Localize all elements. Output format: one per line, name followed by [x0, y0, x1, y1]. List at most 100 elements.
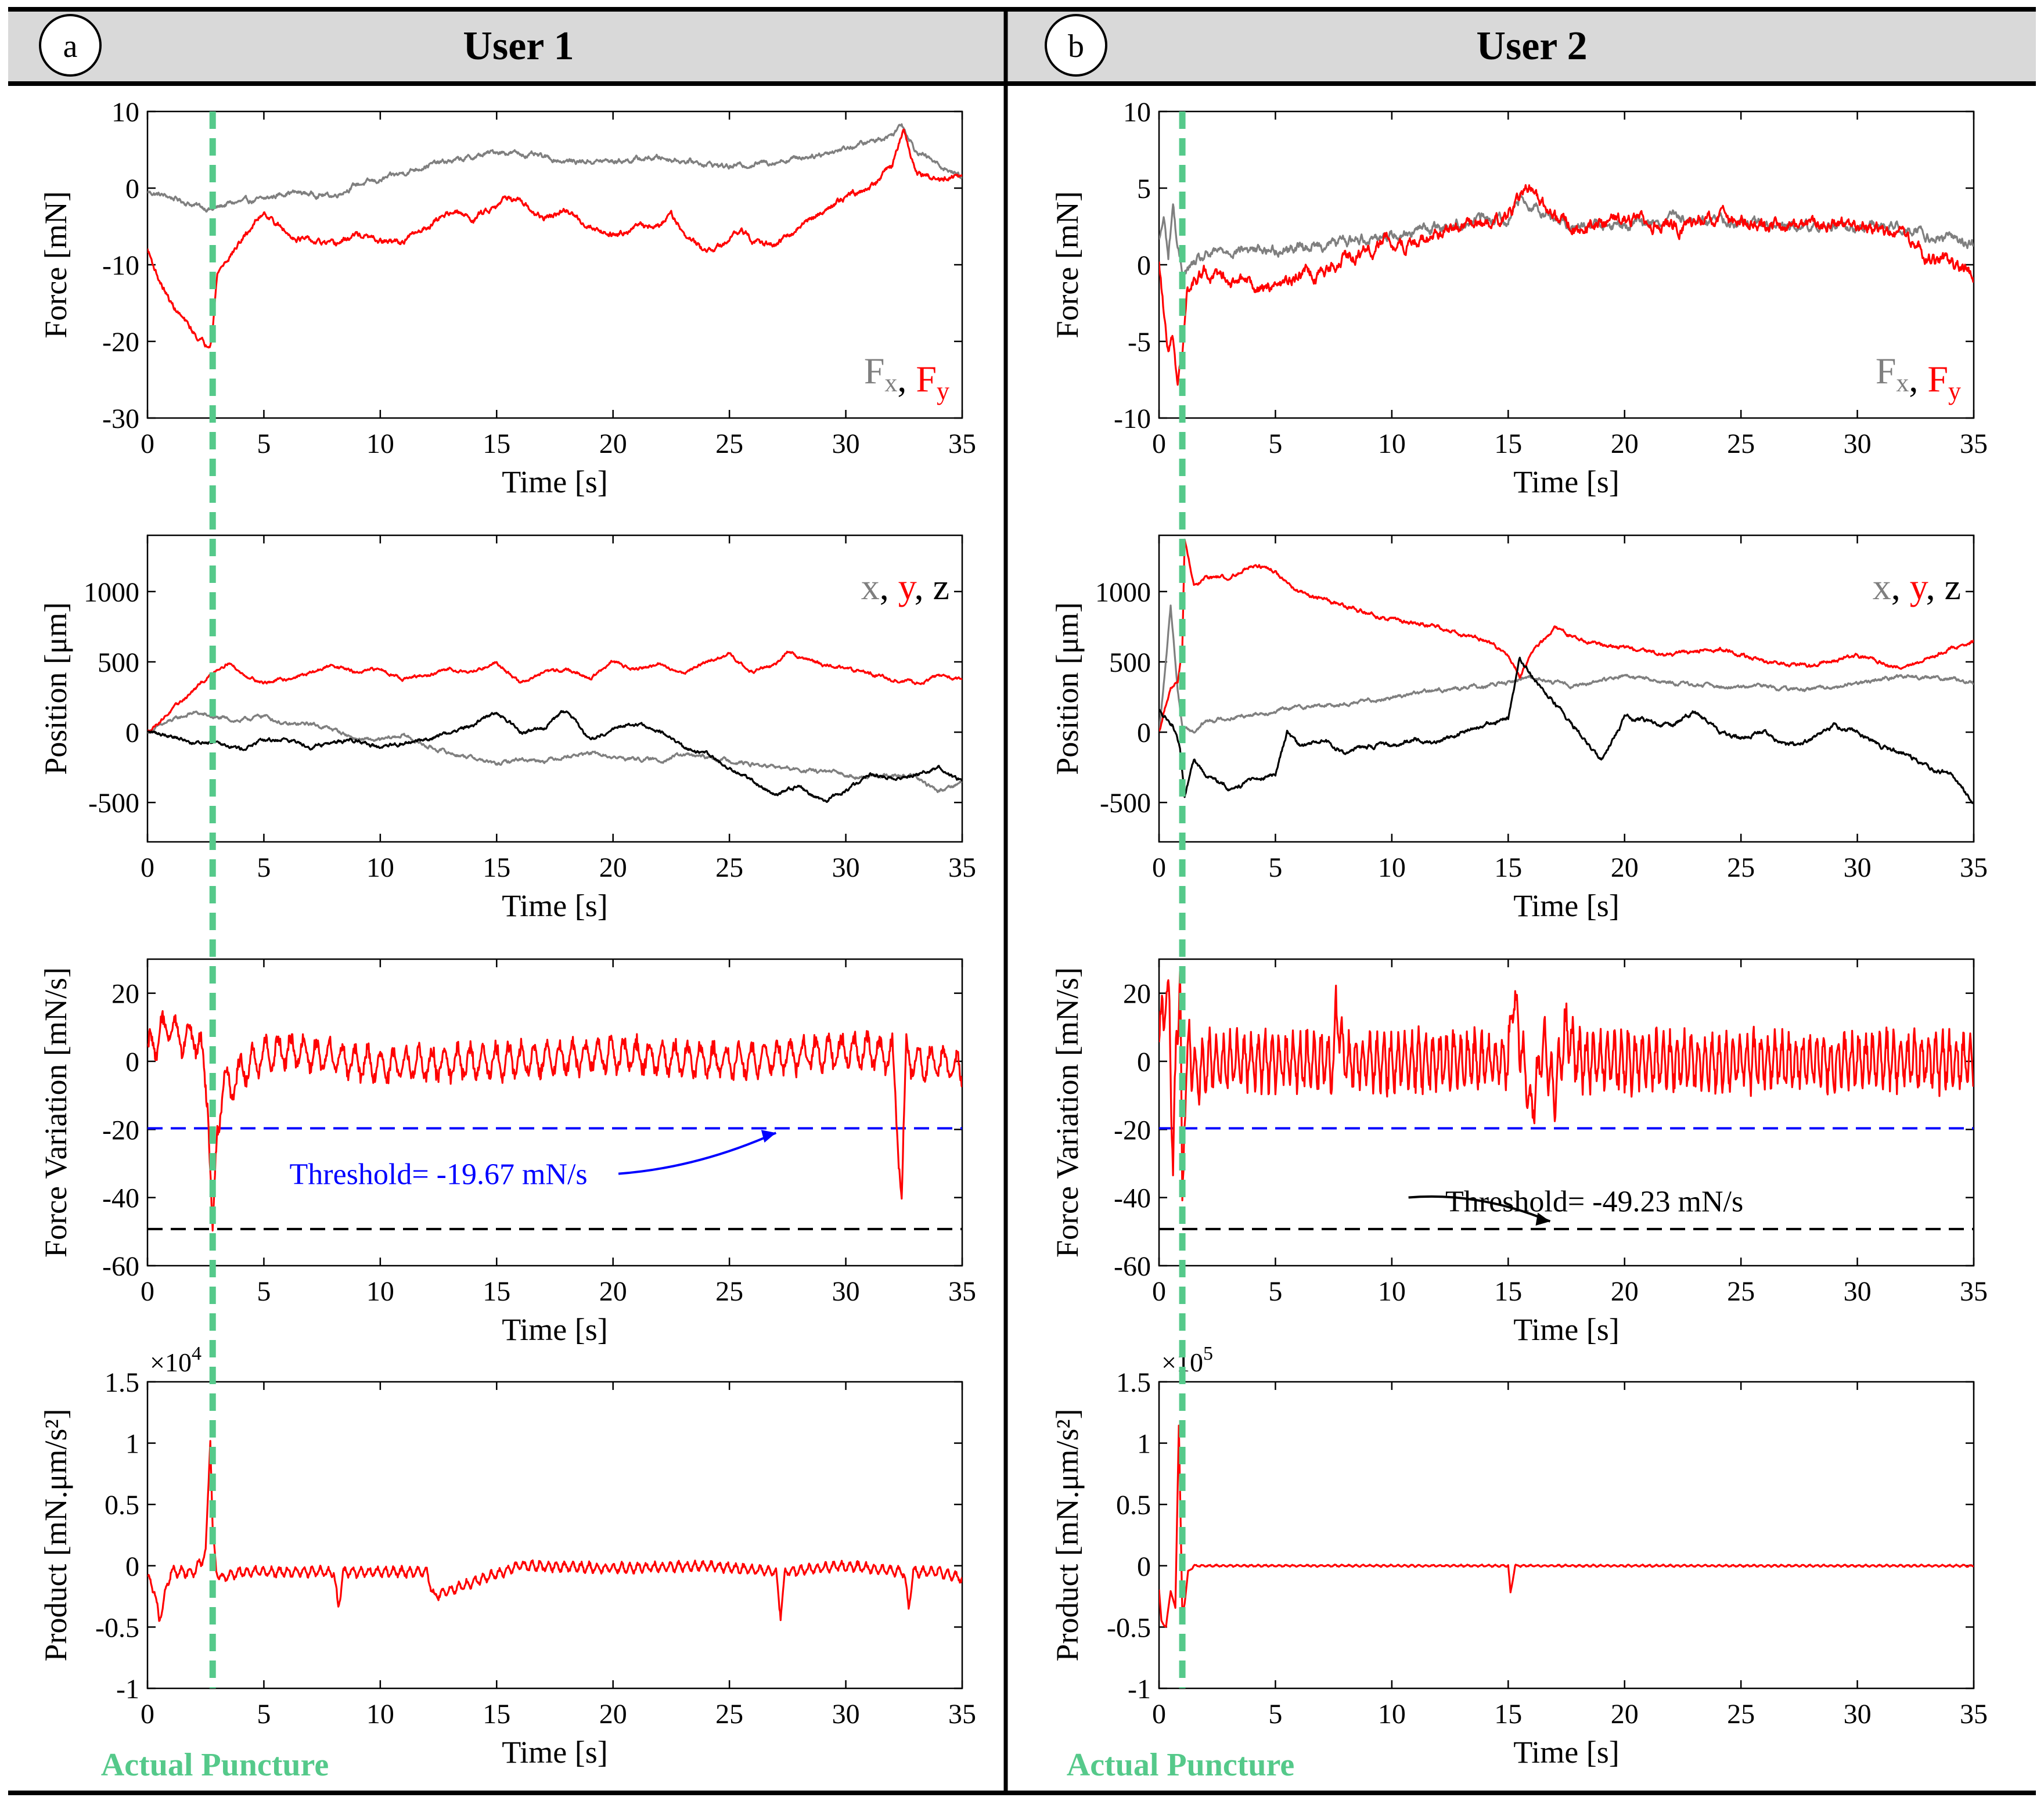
u2-force-ytick-label: -10: [1114, 404, 1151, 434]
u1-force-xtick-label: 20: [599, 428, 627, 459]
u2-pos-xtick-label: 5: [1268, 852, 1282, 883]
u2-prod-ytick-label: 0: [1137, 1551, 1151, 1582]
u2-prod-ylabel: Product [mN.μm/s²]: [1050, 1409, 1085, 1661]
u2-prod-xtick-label: 20: [1611, 1699, 1639, 1730]
u2-prod-ytick-label: 1: [1137, 1429, 1151, 1460]
u2-prod-xtick-label: 10: [1378, 1699, 1406, 1730]
u1-pos-ytick-label: -500: [88, 788, 139, 819]
u2-force-series-Fy: [1159, 184, 1974, 386]
u1-prod-xtick-label: 10: [366, 1699, 394, 1730]
u1-prod-axes-box: [146, 1381, 963, 1690]
u1-fv-ytick-label: -20: [102, 1115, 139, 1146]
u1-prod-xtick-label: 5: [257, 1699, 271, 1730]
u1-fv-ylabel: Force Variation [mN/s]: [38, 967, 73, 1258]
u1-fv-xtick-label: 35: [948, 1276, 976, 1307]
u2-fv-xtick-label: 20: [1611, 1276, 1639, 1307]
u2-pos-xlabel: Time [s]: [1513, 888, 1620, 923]
u2-force-xlabel: Time [s]: [1513, 464, 1620, 499]
u1-fv-xtick-label: 5: [257, 1276, 271, 1307]
u1-force-xtick-label: 30: [832, 428, 860, 459]
u2-fv-series-dFy: [1159, 970, 1974, 1202]
u1-prod-xlabel: Time [s]: [502, 1735, 608, 1770]
u2-fv-annotation-arrowhead: [1535, 1212, 1550, 1226]
u1-force-xtick-label: 10: [366, 428, 394, 459]
u2-pos-series-y: [1159, 538, 1974, 732]
u2-pos-series-z: [1159, 657, 1974, 804]
u2-pos-xtick-label: 30: [1844, 852, 1872, 883]
u1-force-chart: 0 5 10 15 20 25 30 35 Time [s] -30 -20 -10 0 10 Force …: [38, 97, 976, 499]
u1-prod-chart: 0 5 10 15 20 25 30 35 Time [s] -1 -0.5 0 0.5 1 1.5 Prod…: [38, 1343, 976, 1770]
u2-force-xtick-label: 30: [1844, 428, 1872, 459]
u1-fv-annotation-arrow: [618, 1132, 777, 1175]
u2-fv-xtick-label: 10: [1378, 1276, 1406, 1307]
u1-prod-ytick-label: 0: [125, 1551, 139, 1582]
u2-pos-xtick-label: 20: [1611, 852, 1639, 883]
u2-prod-exponent: ×105: [1161, 1343, 1213, 1377]
u1-fv-threshold-annotation: Threshold= -19.67 mN/s: [289, 1158, 587, 1191]
u2-pos-ytick-label: 0: [1137, 718, 1151, 748]
u2-force-legend: Fx, Fy: [1876, 350, 1961, 405]
u2-pos-ytick-label: 1000: [1095, 577, 1151, 608]
u2-force-ytick-label: 10: [1123, 97, 1151, 128]
u1-force-ytick-label: -10: [102, 250, 139, 281]
u1-fv-ytick-label: -60: [102, 1251, 139, 1282]
u2-fv-xtick-label: 15: [1494, 1276, 1522, 1307]
u1-fv-ytick-label: -40: [102, 1183, 139, 1214]
u1-pos-series-x: [147, 710, 962, 794]
u1-fv-xlabel: Time [s]: [502, 1312, 608, 1347]
u1-prod-ytick-label: 1: [125, 1429, 139, 1460]
u2-pos-xtick-label: 0: [1152, 852, 1166, 883]
u2-pos-xtick-label: 15: [1494, 852, 1522, 883]
u2-fv-xlabel: Time [s]: [1513, 1312, 1620, 1347]
panel-b-puncture-label: Actual Puncture: [1067, 1747, 1295, 1783]
u2-force-xtick-label: 15: [1494, 428, 1522, 459]
u1-fv-ytick-label: 20: [111, 979, 139, 1010]
u2-fv-axes-box: [1158, 958, 1975, 1267]
u1-pos-ylabel: Position [μm]: [38, 602, 73, 775]
u2-force-xtick-label: 35: [1960, 428, 1988, 459]
u2-prod-xtick-label: 30: [1844, 1699, 1872, 1730]
u1-pos-axes-box: [146, 534, 963, 843]
u2-prod-chart: 0 5 10 15 20 25 30 35 Time [s] -1 -0.5 0 0.5 1 1.5 Prod…: [1050, 1343, 1988, 1770]
u1-pos-ytick-label: 1000: [84, 577, 139, 608]
u2-force-xtick-label: 0: [1152, 428, 1166, 459]
u2-prod-xtick-label: 5: [1268, 1699, 1282, 1730]
u1-pos-ytick-label: 500: [98, 647, 139, 678]
u2-force-axes-box: [1158, 110, 1975, 419]
u2-force-ytick-label: -5: [1128, 327, 1151, 358]
u2-fv-ytick-label: -40: [1114, 1183, 1151, 1214]
u1-force-xtick-label: 5: [257, 428, 271, 459]
u1-prod-xtick-label: 0: [141, 1699, 154, 1730]
u2-fv-ytick-label: -60: [1114, 1251, 1151, 1282]
u1-prod-xtick-label: 15: [483, 1699, 510, 1730]
u2-pos-xtick-label: 25: [1727, 852, 1755, 883]
panel-a-title: User 1: [463, 24, 574, 69]
u1-fv-xtick-label: 25: [715, 1276, 743, 1307]
u1-force-legend: Fx, Fy: [864, 350, 949, 405]
u2-fv-chart: 0 5 10 15 20 25 30 35 Time [s] -60 -40 -20 0 20 Force …: [1050, 958, 1988, 1347]
u1-force-xlabel: Time [s]: [502, 464, 608, 499]
u1-pos-xtick-label: 5: [257, 852, 271, 883]
u1-force-series-Fy: [147, 128, 962, 349]
u1-force-ytick-label: 10: [111, 97, 139, 128]
u1-prod-xtick-label: 35: [948, 1699, 976, 1730]
u1-fv-annotation-arrowhead: [761, 1130, 776, 1143]
u2-pos-ytick-label: 500: [1109, 647, 1151, 678]
u1-force-ylabel: Force [mN]: [38, 191, 73, 338]
u2-fv-xtick-label: 5: [1268, 1276, 1282, 1307]
u2-pos-xtick-label: 10: [1378, 852, 1406, 883]
u1-prod-ytick-label: 1.5: [105, 1367, 139, 1398]
u1-force-ytick-label: -20: [102, 327, 139, 358]
u2-pos-axes-box: [1158, 534, 1975, 843]
u1-prod-ytick-label: 0.5: [105, 1490, 139, 1521]
u2-force-ylabel: Force [mN]: [1050, 191, 1085, 338]
panel-a-puncture-label: Actual Puncture: [101, 1747, 329, 1783]
u2-prod-xtick-label: 35: [1960, 1699, 1988, 1730]
u2-fv-ytick-label: 20: [1123, 979, 1151, 1010]
u2-prod-axes-box: [1158, 1381, 1975, 1690]
u2-pos-series-x: [1159, 604, 1974, 734]
u1-pos-xlabel: Time [s]: [502, 888, 608, 923]
u2-fv-xtick-label: 30: [1844, 1276, 1872, 1307]
u2-force-ytick-label: 0: [1137, 250, 1151, 281]
